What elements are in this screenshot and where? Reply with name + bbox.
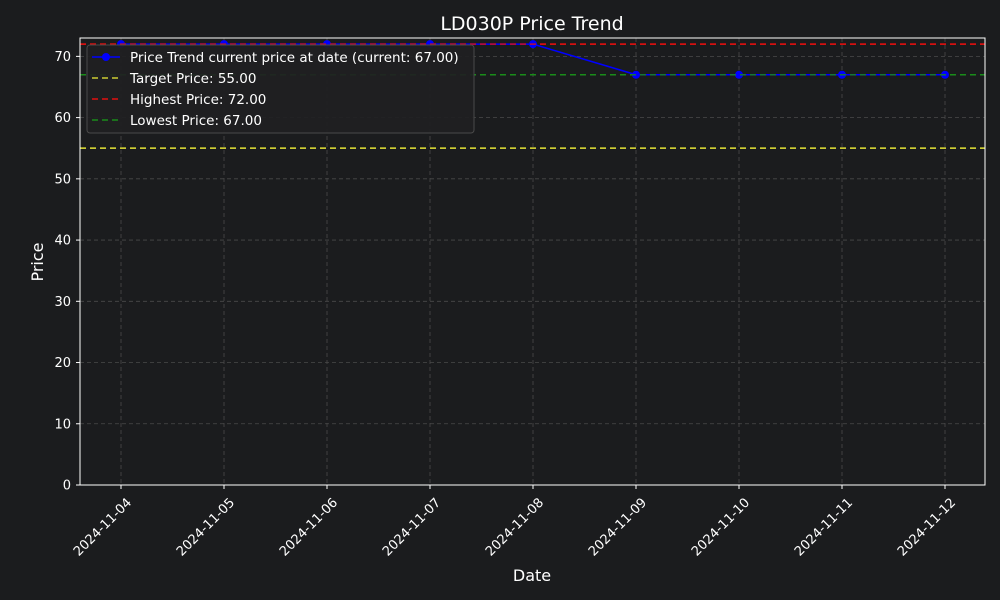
chart-title: LD030P Price Trend [440, 13, 623, 35]
legend-label: Target Price: 55.00 [129, 71, 256, 87]
y-tick-label: 60 [54, 111, 71, 126]
legend: Price Trend current price at date (curre… [86, 44, 475, 134]
data-point [735, 70, 743, 79]
x-axis-title: Date [513, 566, 551, 585]
legend-box [86, 44, 475, 134]
y-tick-label: 30 [54, 295, 71, 310]
y-tick-label: 40 [54, 234, 71, 249]
legend-label: Lowest Price: 67.00 [130, 113, 262, 129]
legend-marker-sample [102, 53, 110, 61]
y-axis-title: Price [28, 242, 47, 281]
y-tick-label: 70 [54, 50, 71, 65]
legend-label: Price Trend current price at date (curre… [130, 50, 459, 66]
y-axis-ticks: 0 10 20 30 40 50 60 70 [54, 50, 80, 494]
legend-label: Highest Price: 72.00 [130, 92, 266, 108]
y-tick-label: 0 [63, 479, 71, 494]
y-tick-label: 20 [54, 356, 71, 371]
y-tick-label: 10 [54, 417, 71, 432]
y-tick-label: 50 [54, 172, 71, 187]
data-point [632, 70, 640, 79]
